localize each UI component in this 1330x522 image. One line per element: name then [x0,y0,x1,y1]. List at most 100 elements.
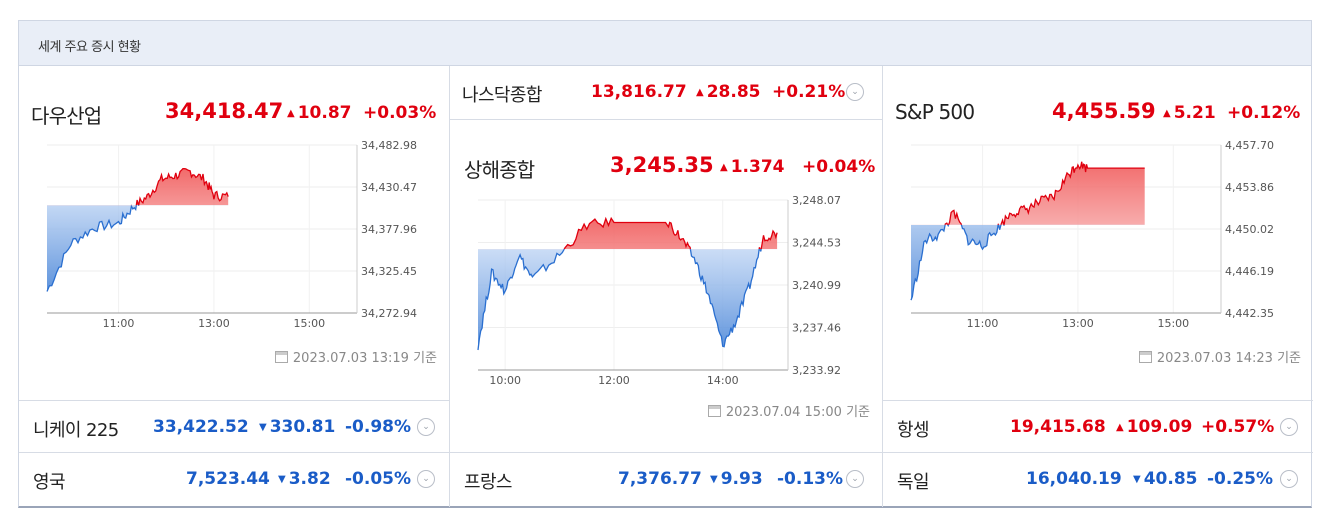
area-up [478,218,778,250]
germany-change: ▼ 40.85 [1133,469,1197,489]
hangseng-expand-icon[interactable]: ⌄ [1280,418,1298,436]
nasdaq-value: 13,816.77 [591,82,687,102]
hangseng-pct: +0.57% [1201,417,1275,437]
x-tick-label: 15:00 [293,317,325,330]
series-line-up [944,161,1145,225]
dow-name: 다우산업 [31,104,102,128]
shanghai-change: ▲ 1.374 [720,157,784,177]
y-tick-label: 34,272.94 [361,307,417,320]
sp500-change-value: 5.21 [1173,103,1216,123]
series-line-down [46,205,140,292]
france-change: ▼ 9.93 [710,469,763,489]
sp500-value: 4,455.59 [1052,99,1156,123]
y-tick-label: 3,233.92 [792,364,841,377]
france-value: 7,376.77 [618,469,702,489]
column-divider [882,66,883,507]
shanghai-pct: +0.04% [802,157,876,177]
germany-change-value: 40.85 [1143,469,1198,489]
uk-row[interactable]: 영국 7,523.44 ▼ 3.82 -0.05% ⌄ [19,452,449,504]
sp500-panel[interactable]: S&P 500 4,455.59 ▲ 5.21 +0.12% 4,457.70 4,… [883,66,1313,507]
up-triangle-icon: ▲ [1116,422,1124,433]
y-tick-label: 34,325.45 [361,265,417,278]
france-name: 프랑스 [464,472,512,493]
middle-panel: 나스닥종합 13,816.77 ▲ 28.85 +0.21% ⌄ 상해종합 3,2… [450,66,882,507]
up-triangle-icon: ▲ [287,108,295,119]
dow-panel[interactable]: 다우산업 34,418.47 ▲ 10.87 +0.03% 34,482.98 34… [19,66,449,507]
sp500-chart: 4,457.70 4,453.86 4,450.02 4,446.19 4,442.35… [910,141,1274,330]
nikkei-change: ▼ 330.81 [259,417,335,437]
dow-value: 34,418.47 [165,99,284,123]
widget-header: 세계 주요 증시 현황 [19,21,1311,66]
nikkei-row[interactable]: 니케이 225 33,422.52 ▼ 330.81 -0.98% ⌄ [19,400,449,452]
y-tick-label: 4,453.86 [1225,181,1274,194]
uk-name: 영국 [33,472,66,493]
dow-change: ▲ 10.87 [287,103,351,123]
uk-change-value: 3.82 [288,469,331,489]
hangseng-value: 19,415.68 [1010,417,1106,437]
series-line-up [130,168,229,206]
y-tick-label: 4,457.70 [1225,141,1274,152]
dow-date: 2023.07.03 13:19 기준 [274,347,437,366]
hangseng-change: ▲ 109.09 [1116,417,1192,437]
x-tick-label: 11:00 [967,317,999,330]
y-tick-label: 34,482.98 [361,141,417,152]
germany-pct: -0.25% [1207,469,1274,489]
area-up [47,168,229,206]
x-tick-label: 11:00 [103,317,135,330]
y-tick-label: 3,248.07 [792,194,841,207]
down-triangle-icon: ▼ [710,474,718,485]
calendar-icon [707,405,721,417]
dow-change-value: 10.87 [297,103,352,123]
shanghai-change-value: 1.374 [730,157,785,177]
shanghai-name: 상해종합 [464,158,535,182]
france-row[interactable]: 프랑스 7,376.77 ▼ 9.93 -0.13% ⌄ [450,452,882,504]
x-tick-label: 12:00 [598,374,630,387]
down-triangle-icon: ▼ [259,422,267,433]
france-expand-icon[interactable]: ⌄ [846,470,864,488]
hangseng-name: 항셍 [897,420,930,441]
germany-name: 독일 [897,472,930,493]
column-divider [449,66,450,507]
nikkei-change-value: 330.81 [269,417,336,437]
x-tick-label: 13:00 [1062,317,1094,330]
france-change-value: 9.93 [720,469,763,489]
area-up [945,161,1145,225]
y-tick-label: 4,450.02 [1225,223,1274,236]
down-triangle-icon: ▼ [278,474,286,485]
germany-value: 16,040.19 [1026,469,1122,489]
uk-value: 7,523.44 [186,469,270,489]
nasdaq-change: ▲ 28.85 [696,82,760,102]
sp500-date-text: 2023.07.03 14:23 기준 [1156,351,1301,366]
up-triangle-icon: ▲ [696,87,704,98]
y-tick-label: 34,377.96 [361,223,417,236]
x-tick-label: 13:00 [198,317,230,330]
dow-chart: 34,482.98 34,430.47 34,377.96 34,325.45 34,2… [46,141,417,330]
dow-pct: +0.03% [363,103,437,123]
uk-expand-icon[interactable]: ⌄ [417,470,435,488]
y-tick-label: 34,430.47 [361,181,417,194]
nikkei-pct: -0.98% [345,417,412,437]
hangseng-row[interactable]: 항셍 19,415.68 ▲ 109.09 +0.57% ⌄ [883,400,1313,452]
area-down [47,205,139,292]
area-down [478,249,762,350]
nasdaq-expand-icon[interactable]: ⌄ [846,83,864,101]
uk-pct: -0.05% [345,469,412,489]
x-tick-label: 15:00 [1157,317,1189,330]
nasdaq-name: 나스닥종합 [462,85,542,106]
germany-expand-icon[interactable]: ⌄ [1280,470,1298,488]
calendar-icon [1138,351,1152,363]
sp500-name: S&P 500 [895,100,975,124]
sp500-pct: +0.12% [1227,103,1301,123]
shanghai-date-text: 2023.07.04 15:00 기준 [725,405,870,420]
up-triangle-icon: ▲ [720,162,728,173]
sp500-date: 2023.07.03 14:23 기준 [1138,347,1301,366]
y-tick-label: 3,237.46 [792,321,841,334]
germany-row[interactable]: 독일 16,040.19 ▼ 40.85 -0.25% ⌄ [883,452,1313,504]
world-stock-widget: 세계 주요 증시 현황 다우산업 34,418.47 ▲ 10.87 +0.03%… [18,20,1313,508]
nikkei-expand-icon[interactable]: ⌄ [417,418,435,436]
uk-change: ▼ 3.82 [278,469,331,489]
y-tick-label: 4,446.19 [1225,265,1274,278]
nikkei-name: 니케이 225 [33,420,119,441]
nasdaq-row[interactable]: 나스닥종합 13,816.77 ▲ 28.85 +0.21% ⌄ [450,66,882,120]
down-triangle-icon: ▼ [1133,474,1141,485]
